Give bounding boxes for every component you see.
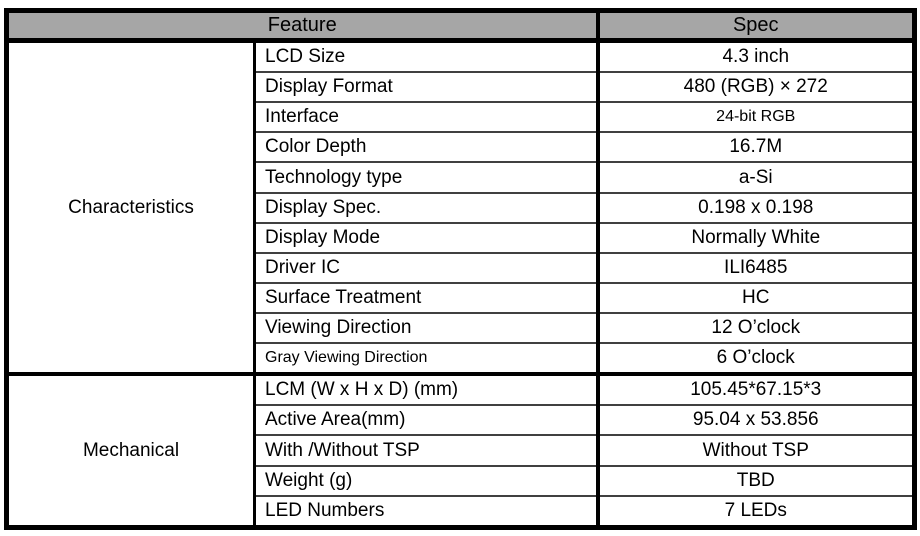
spec-cell: 24-bit RGB [597, 101, 915, 133]
feature-cell: Active Area(mm) [254, 404, 600, 436]
feature-cell: Display Spec. [254, 191, 600, 223]
table-row: With /Without TSP Without TSP [7, 434, 915, 466]
table-row: Driver IC ILI6485 [7, 251, 915, 283]
category-cell: Characteristics [6, 39, 256, 375]
table-row: Active Area(mm) 95.04 x 53.856 [7, 404, 915, 436]
table-row: LED Numbers 7 LEDs [7, 494, 915, 528]
spec-cell: 6 O’clock [597, 342, 915, 375]
table-row: Technology type a-Si [7, 161, 915, 193]
spec-table: Feature Spec Characteristics LCD Size 4.3 … [4, 8, 917, 530]
spec-cell: a-Si [597, 161, 915, 193]
feature-header-cell: Feature [6, 10, 600, 43]
feature-cell: LCM (W x H x D) (mm) [254, 372, 600, 406]
spec-cell: 4.3 inch [597, 39, 915, 73]
spec-cell: ILI6485 [597, 251, 915, 283]
header-row: Feature Spec [6, 10, 915, 43]
spec-cell: 0.198 x 0.198 [597, 191, 915, 223]
feature-cell: With /Without TSP [254, 434, 600, 466]
spec-table-header: Feature Spec [6, 10, 915, 43]
feature-cell: Display Mode [254, 221, 600, 253]
feature-cell: Surface Treatment [254, 281, 600, 313]
feature-cell: LCD Size [254, 39, 600, 73]
spec-cell: 7 LEDs [597, 494, 915, 528]
spec-cell: 12 O’clock [597, 311, 915, 344]
spec-cell: TBD [597, 464, 915, 496]
table-row: Surface Treatment HC [7, 281, 915, 313]
table-row: Color Depth 16.7M [7, 131, 915, 163]
spec-table-body: Characteristics LCD Size 4.3 inch Display F… [6, 39, 915, 528]
feature-cell: LED Numbers [254, 494, 600, 528]
spec-cell: 480 (RGB) × 272 [597, 71, 915, 103]
feature-cell: Interface [254, 101, 600, 133]
table-row: Weight (g) TBD [7, 464, 915, 496]
feature-cell: Viewing Direction [254, 311, 600, 344]
spec-cell: 95.04 x 53.856 [597, 404, 915, 436]
feature-cell: Gray Viewing Direction [254, 342, 600, 375]
spec-header-cell: Spec [597, 10, 915, 43]
spec-cell: HC [597, 281, 915, 313]
table-row: Interface 24-bit RGB [7, 101, 915, 133]
table-row: Mechanical LCM (W x H x D) (mm) 105.45*67.… [6, 372, 915, 528]
table-row: Display Format 480 (RGB) × 272 [7, 71, 915, 103]
table-row: Viewing Direction 12 O’clock [7, 311, 915, 344]
feature-cell: Driver IC [254, 251, 600, 283]
table-row: Display Mode Normally White [7, 221, 915, 253]
feature-cell: Display Format [254, 71, 600, 103]
spec-cell: 16.7M [597, 131, 915, 163]
spec-cell: Without TSP [597, 434, 915, 466]
table-row: Display Spec. 0.198 x 0.198 [7, 191, 915, 223]
category-cell: Mechanical [6, 372, 256, 528]
spec-cell: 105.45*67.15*3 [597, 372, 915, 406]
table-row: Gray Viewing Direction 6 O’clock [7, 342, 915, 375]
table-row: Characteristics LCD Size 4.3 inch [6, 39, 915, 375]
feature-cell: Weight (g) [254, 464, 600, 496]
feature-cell: Technology type [254, 161, 600, 193]
spec-cell: Normally White [597, 221, 915, 253]
feature-cell: Color Depth [254, 131, 600, 163]
